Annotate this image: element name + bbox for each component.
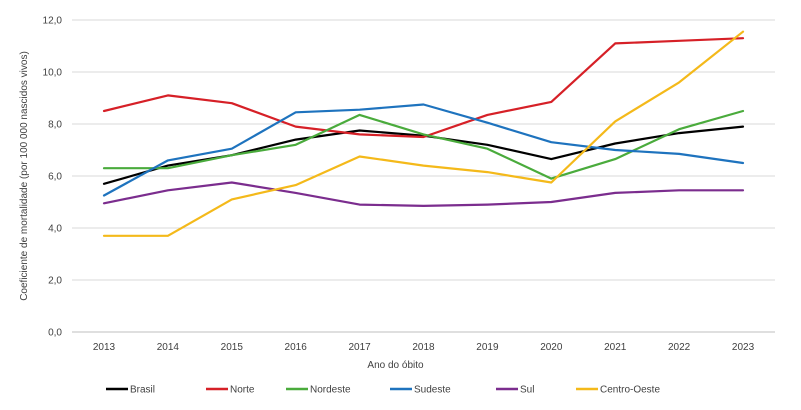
series-line-sul	[102, 181, 745, 207]
legend-item: Norte	[206, 385, 255, 396]
y-tick-label: 4,0	[48, 224, 62, 235]
x-tick-label: 2022	[668, 342, 691, 353]
y-axis-title: Coeficiente de mortalidade (por 100 000 …	[19, 51, 30, 301]
legend-item: Sul	[496, 385, 534, 396]
gridlines	[72, 19, 775, 333]
legend: Brasil Norte Nordeste Sudeste Sul Centro-Oest…	[106, 385, 660, 396]
legend-label: Nordeste	[310, 385, 351, 396]
series-line-sudeste	[102, 103, 745, 197]
x-tick-label: 2016	[285, 342, 308, 353]
x-tick-label: 2014	[157, 342, 180, 353]
x-tick-label: 2021	[604, 342, 627, 353]
legend-label: Sul	[520, 385, 534, 396]
x-tick-label: 2023	[732, 342, 755, 353]
x-tick-label: 2013	[93, 342, 116, 353]
series-line-norte	[102, 37, 745, 139]
legend-item: Centro-Oeste	[576, 385, 660, 396]
x-tick-label: 2019	[476, 342, 499, 353]
legend-item: Brasil	[106, 385, 155, 396]
x-axis-title: Ano do óbito	[367, 360, 424, 371]
legend-label: Centro-Oeste	[600, 385, 660, 396]
series-line-centro-oeste	[102, 30, 745, 237]
legend-label: Sudeste	[414, 385, 451, 396]
x-axis-ticks: 2013 2014 2015 2016 2017 2018 2019 2020 2021 2022…	[93, 342, 755, 353]
x-tick-label: 2017	[348, 342, 371, 353]
y-tick-label: 8,0	[48, 120, 62, 131]
x-tick-label: 2018	[412, 342, 435, 353]
x-tick-label: 2015	[221, 342, 244, 353]
y-tick-label: 0,0	[48, 328, 62, 339]
y-tick-label: 6,0	[48, 172, 62, 183]
legend-item: Sudeste	[390, 385, 451, 396]
y-tick-label: 10,0	[43, 68, 63, 79]
y-tick-label: 12,0	[43, 16, 63, 27]
series-line-nordeste	[102, 109, 745, 180]
legend-label: Norte	[230, 385, 255, 396]
y-axis-ticks: 0,0 2,0 4,0 6,0 8,0 10,0 12,0	[43, 16, 63, 339]
y-tick-label: 2,0	[48, 276, 62, 287]
series-lines	[102, 30, 745, 237]
x-tick-label: 2020	[540, 342, 563, 353]
legend-label: Brasil	[130, 385, 155, 396]
legend-item: Nordeste	[286, 385, 351, 396]
